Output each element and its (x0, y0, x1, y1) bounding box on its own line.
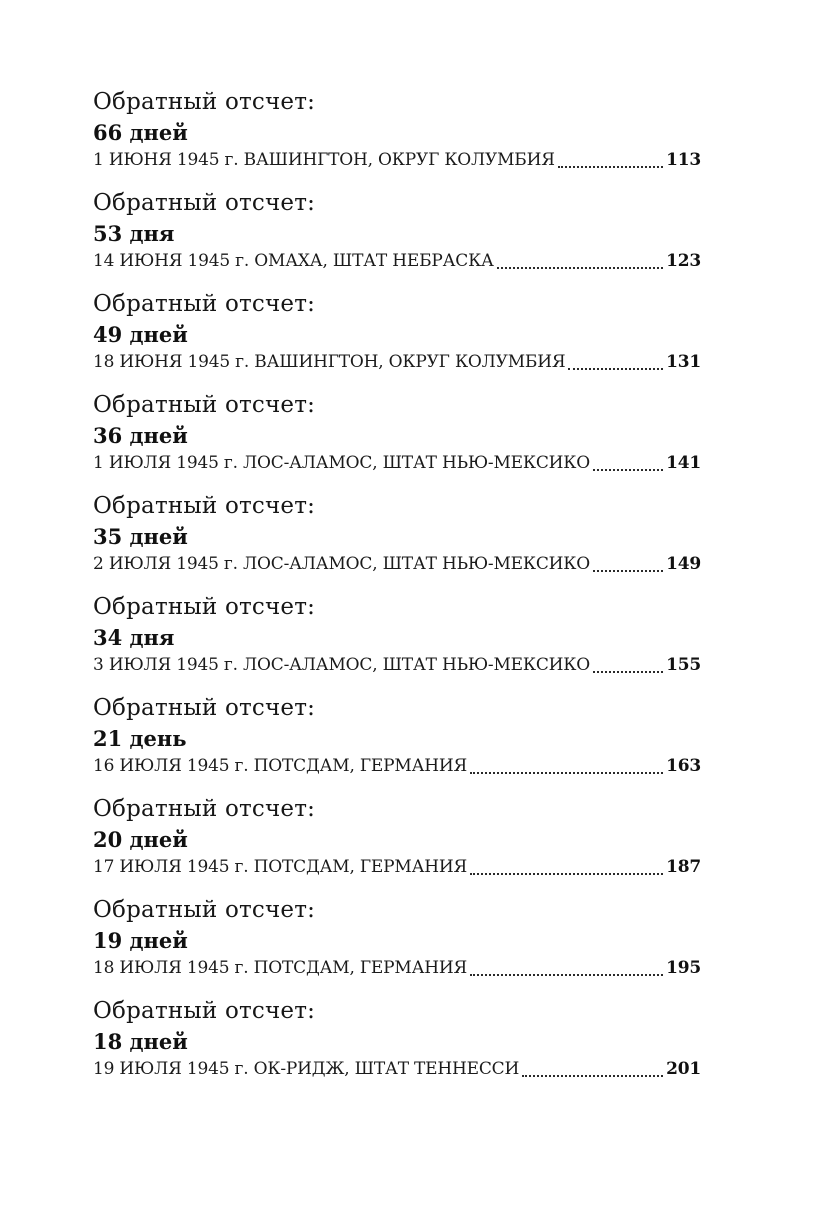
dotted-leader (592, 469, 664, 471)
toc-entry: Обратный отсчет: 35 дней 2 ИЮЛЯ 1945 г. … (93, 490, 701, 577)
entry-chapter-title[interactable]: 1 ИЮЛЯ 1945 г. ЛОС-АЛАМОС, ШТАТ НЬЮ-МЕКС… (93, 453, 590, 473)
entry-days-count: 19 дней (93, 928, 188, 953)
entry-toc-line[interactable]: 18 ИЮЛЯ 1945 г. ПОТСДАМ, ГЕРМАНИЯ 195 (93, 956, 701, 981)
entry-page-number[interactable]: 149 (666, 554, 701, 574)
dotted-leader (496, 267, 664, 269)
entry-page-number[interactable]: 113 (666, 150, 701, 170)
entry-page-number[interactable]: 131 (666, 352, 701, 372)
dotted-leader (522, 1075, 664, 1077)
entry-chapter-title[interactable]: 18 ИЮЛЯ 1945 г. ПОТСДАМ, ГЕРМАНИЯ (93, 958, 468, 978)
entry-chapter-title[interactable]: 3 ИЮЛЯ 1945 г. ЛОС-АЛАМОС, ШТАТ НЬЮ-МЕКС… (93, 655, 590, 675)
entry-countdown-heading: Обратный отсчет: (93, 998, 316, 1024)
toc-entry: Обратный отсчет: 34 дня 3 ИЮЛЯ 1945 г. Л… (93, 591, 701, 678)
dotted-leader (470, 974, 664, 976)
entry-days-count: 53 дня (93, 221, 175, 246)
entry-toc-line[interactable]: 2 ИЮЛЯ 1945 г. ЛОС-АЛАМОС, ШТАТ НЬЮ-МЕКС… (93, 552, 701, 577)
entry-toc-line[interactable]: 3 ИЮЛЯ 1945 г. ЛОС-АЛАМОС, ШТАТ НЬЮ-МЕКС… (93, 653, 701, 678)
entry-page-number[interactable]: 163 (666, 756, 701, 776)
entry-days-count: 21 день (93, 726, 187, 751)
entry-toc-line[interactable]: 17 ИЮЛЯ 1945 г. ПОТСДАМ, ГЕРМАНИЯ 187 (93, 855, 701, 880)
dotted-leader (557, 166, 664, 168)
entry-page-number[interactable]: 141 (666, 453, 701, 473)
entry-days-count: 49 дней (93, 322, 188, 347)
entry-countdown-heading: Обратный отсчет: (93, 392, 316, 418)
toc-entry: Обратный отсчет: 66 дней 1 ИЮНЯ 1945 г. … (93, 86, 701, 173)
entry-countdown-heading: Обратный отсчет: (93, 796, 316, 822)
entry-days-count: 20 дней (93, 827, 188, 852)
toc-entry: Обратный отсчет: 18 дней 19 ИЮЛЯ 1945 г.… (93, 995, 701, 1082)
entry-days-count: 18 дней (93, 1029, 188, 1054)
entry-days-count: 66 дней (93, 120, 188, 145)
toc-list: Обратный отсчет: 66 дней 1 ИЮНЯ 1945 г. … (93, 86, 701, 1082)
entry-chapter-title[interactable]: 18 ИЮНЯ 1945 г. ВАШИНГТОН, ОКРУГ КОЛУМБИ… (93, 352, 566, 372)
entry-countdown-heading: Обратный отсчет: (93, 695, 316, 721)
entry-countdown-heading: Обратный отсчет: (93, 493, 316, 519)
entry-chapter-title[interactable]: 1 ИЮНЯ 1945 г. ВАШИНГТОН, ОКРУГ КОЛУМБИЯ (93, 150, 555, 170)
dotted-leader (592, 671, 664, 673)
entry-toc-line[interactable]: 14 ИЮНЯ 1945 г. ОМАХА, ШТАТ НЕБРАСКА 123 (93, 249, 701, 274)
entry-toc-line[interactable]: 19 ИЮЛЯ 1945 г. ОК-РИДЖ, ШТАТ ТЕННЕССИ 2… (93, 1057, 701, 1082)
entry-chapter-title[interactable]: 14 ИЮНЯ 1945 г. ОМАХА, ШТАТ НЕБРАСКА (93, 251, 494, 271)
entry-page-number[interactable]: 155 (666, 655, 701, 675)
entry-page-number[interactable]: 195 (666, 958, 701, 978)
toc-entry: Обратный отсчет: 21 день 16 ИЮЛЯ 1945 г.… (93, 692, 701, 779)
entry-chapter-title[interactable]: 19 ИЮЛЯ 1945 г. ОК-РИДЖ, ШТАТ ТЕННЕССИ (93, 1059, 520, 1079)
entry-toc-line[interactable]: 1 ИЮЛЯ 1945 г. ЛОС-АЛАМОС, ШТАТ НЬЮ-МЕКС… (93, 451, 701, 476)
toc-entry: Обратный отсчет: 20 дней 17 ИЮЛЯ 1945 г.… (93, 793, 701, 880)
dotted-leader (470, 873, 664, 875)
entry-countdown-heading: Обратный отсчет: (93, 897, 316, 923)
toc-entry: Обратный отсчет: 49 дней 18 ИЮНЯ 1945 г.… (93, 288, 701, 375)
dotted-leader (568, 368, 664, 370)
entry-chapter-title[interactable]: 17 ИЮЛЯ 1945 г. ПОТСДАМ, ГЕРМАНИЯ (93, 857, 468, 877)
entry-days-count: 36 дней (93, 423, 188, 448)
entry-countdown-heading: Обратный отсчет: (93, 291, 316, 317)
entry-page-number[interactable]: 201 (666, 1059, 701, 1079)
entry-chapter-title[interactable]: 2 ИЮЛЯ 1945 г. ЛОС-АЛАМОС, ШТАТ НЬЮ-МЕКС… (93, 554, 590, 574)
dotted-leader (470, 772, 664, 774)
dotted-leader (592, 570, 664, 572)
entry-toc-line[interactable]: 1 ИЮНЯ 1945 г. ВАШИНГТОН, ОКРУГ КОЛУМБИЯ… (93, 148, 701, 173)
entry-countdown-heading: Обратный отсчет: (93, 89, 316, 115)
entry-toc-line[interactable]: 18 ИЮНЯ 1945 г. ВАШИНГТОН, ОКРУГ КОЛУМБИ… (93, 350, 701, 375)
entry-days-count: 35 дней (93, 524, 188, 549)
entry-countdown-heading: Обратный отсчет: (93, 594, 316, 620)
entry-toc-line[interactable]: 16 ИЮЛЯ 1945 г. ПОТСДАМ, ГЕРМАНИЯ 163 (93, 754, 701, 779)
entry-days-count: 34 дня (93, 625, 175, 650)
entry-countdown-heading: Обратный отсчет: (93, 190, 316, 216)
entry-page-number[interactable]: 123 (666, 251, 701, 271)
toc-entry: Обратный отсчет: 53 дня 14 ИЮНЯ 1945 г. … (93, 187, 701, 274)
entry-chapter-title[interactable]: 16 ИЮЛЯ 1945 г. ПОТСДАМ, ГЕРМАНИЯ (93, 756, 468, 776)
toc-entry: Обратный отсчет: 19 дней 18 ИЮЛЯ 1945 г.… (93, 894, 701, 981)
entry-page-number[interactable]: 187 (666, 857, 701, 877)
toc-entry: Обратный отсчет: 36 дней 1 ИЮЛЯ 1945 г. … (93, 389, 701, 476)
